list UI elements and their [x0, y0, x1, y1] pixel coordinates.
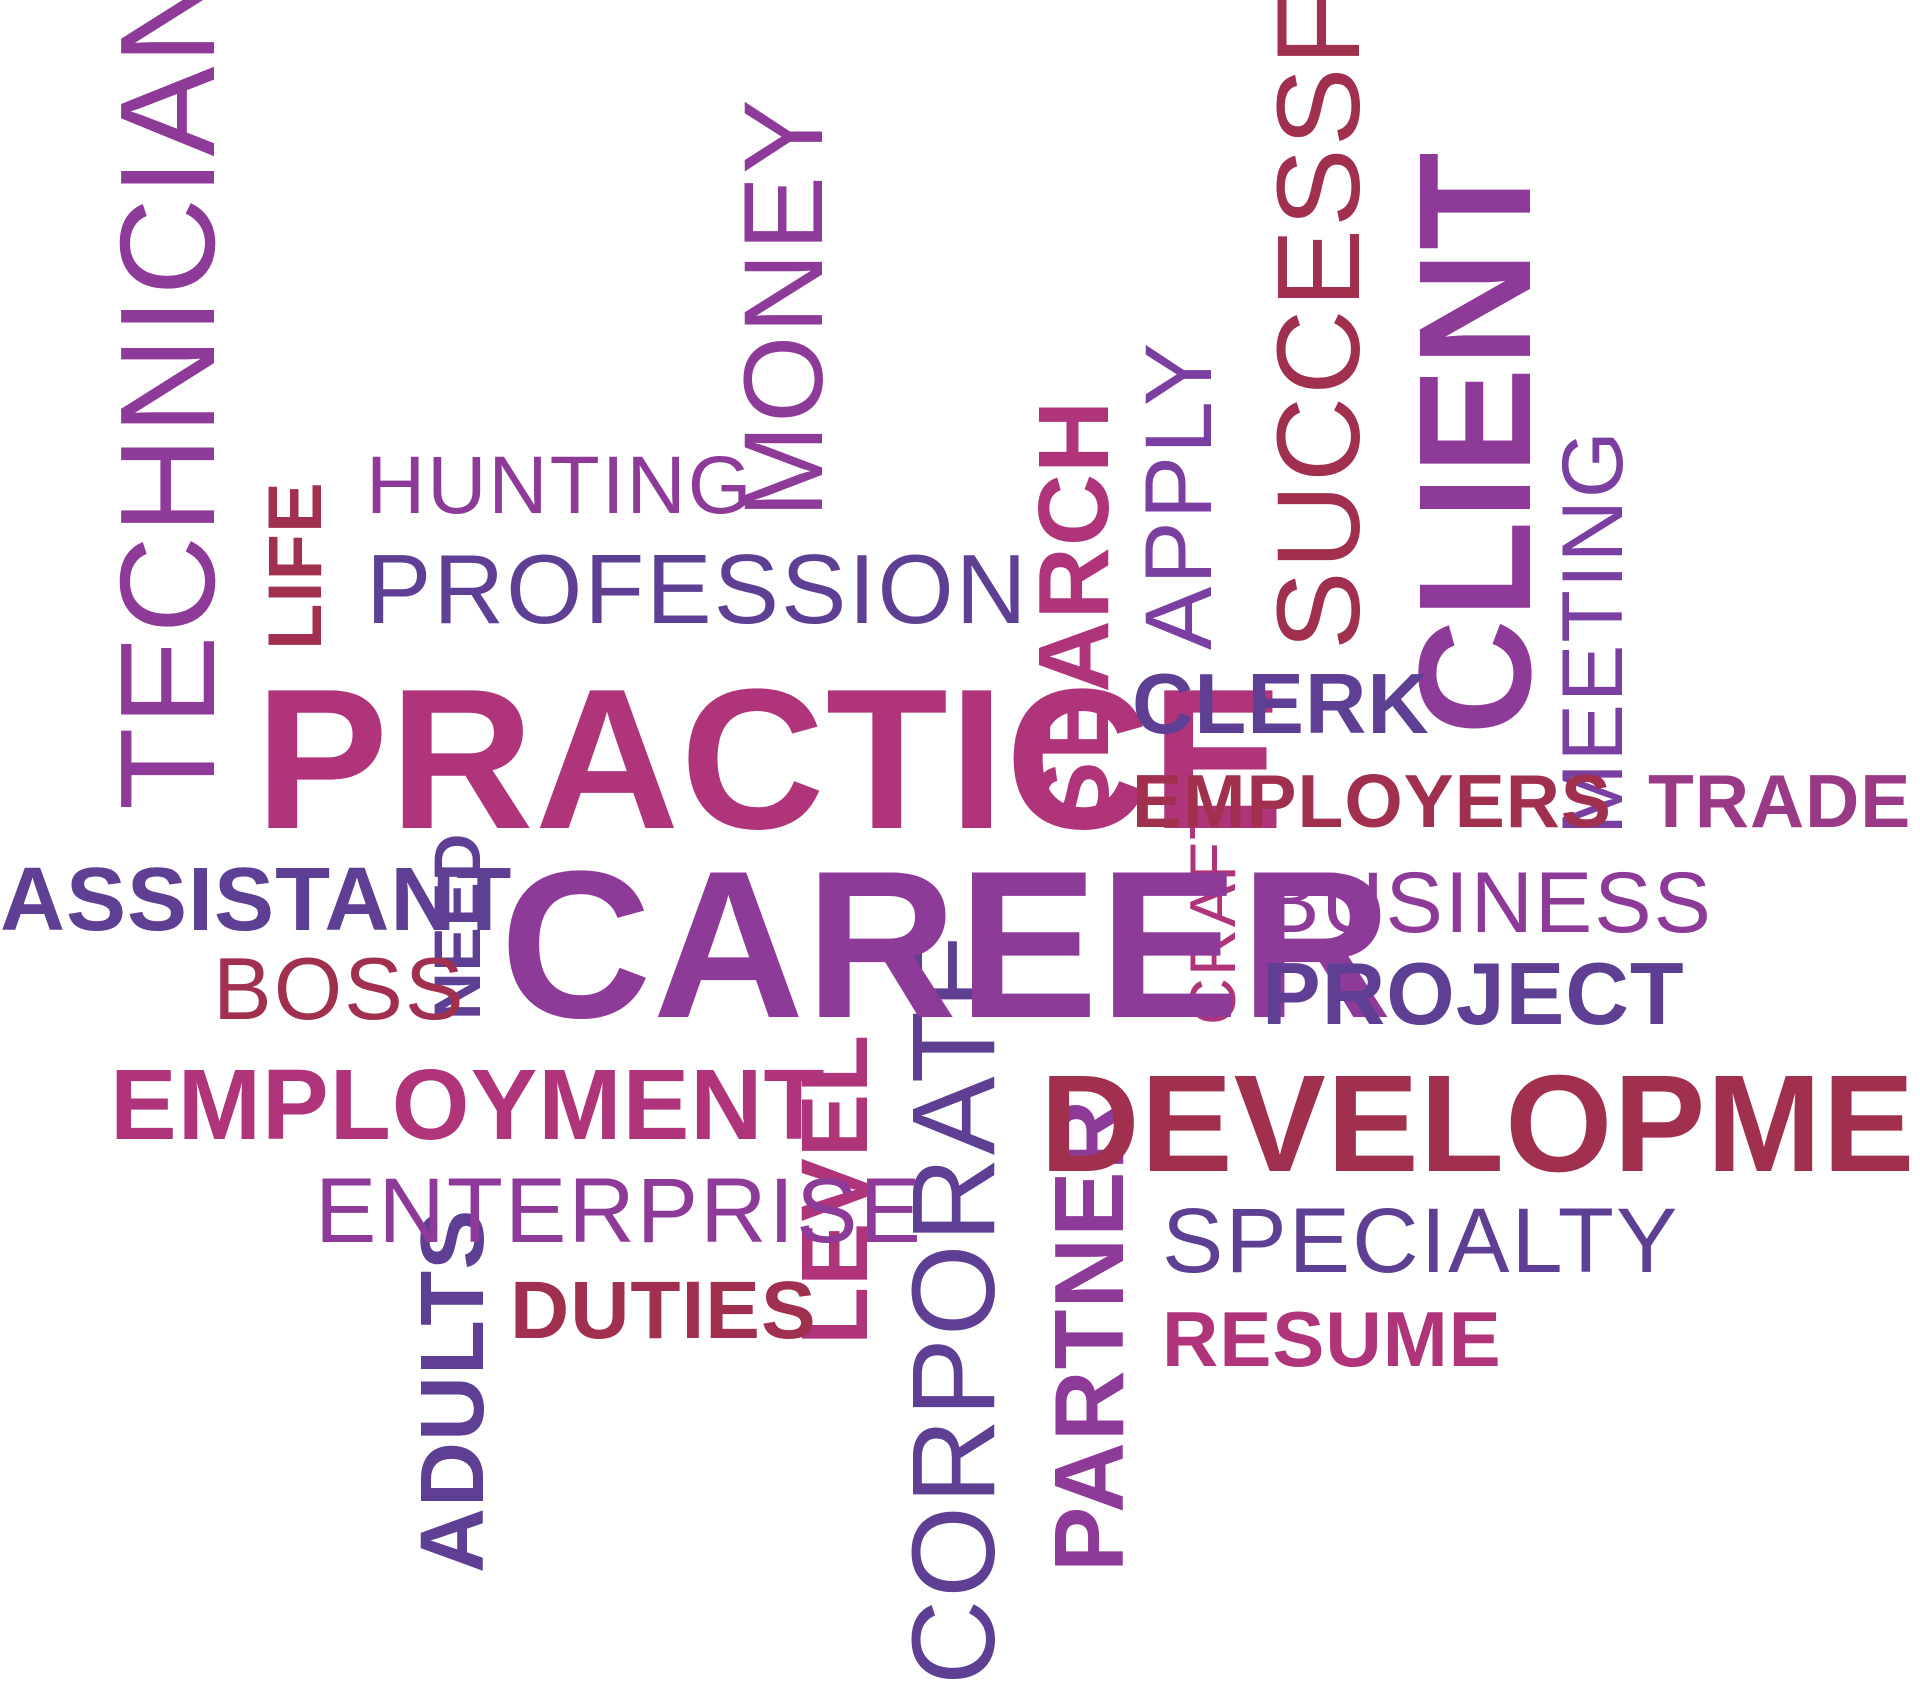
word-successful: SUCCESSFUL: [1253, 0, 1385, 650]
word-hunting: HUNTING: [366, 440, 754, 531]
word-apply: APPLY: [1126, 340, 1232, 650]
word-technician: TECHNICIAN: [92, 0, 243, 810]
word-career: CAREER: [500, 827, 1393, 1062]
word-boss: BOSS: [213, 939, 466, 1038]
word-profession: PROFESSION: [366, 534, 1029, 644]
word-resume: RESUME: [1162, 1295, 1502, 1383]
word-development: DEVELOPMENT: [1040, 1047, 1920, 1201]
word-client: CLIENT: [1385, 151, 1564, 735]
word-specialty: SPECIALTY: [1162, 1190, 1680, 1292]
word-business: BUSINESS: [1262, 855, 1713, 951]
word-trade: TRADE: [1648, 759, 1912, 843]
word-employment: EMPLOYMENT: [110, 1049, 826, 1161]
word-clerk: CLERK: [1132, 657, 1430, 752]
word-employers: EMPLOYERS: [1132, 759, 1612, 843]
word-life: LIFE: [253, 481, 338, 650]
word-enterprise: ENTERPRISE: [315, 1160, 923, 1262]
word-duties: DUTIES: [510, 1265, 817, 1356]
word-practice: PRACTICE: [255, 648, 1286, 871]
word-adults: ADULTS: [403, 1208, 503, 1573]
word-assistant: ASSISTANT: [0, 850, 513, 950]
word-project: PROJECT: [1262, 944, 1685, 1043]
